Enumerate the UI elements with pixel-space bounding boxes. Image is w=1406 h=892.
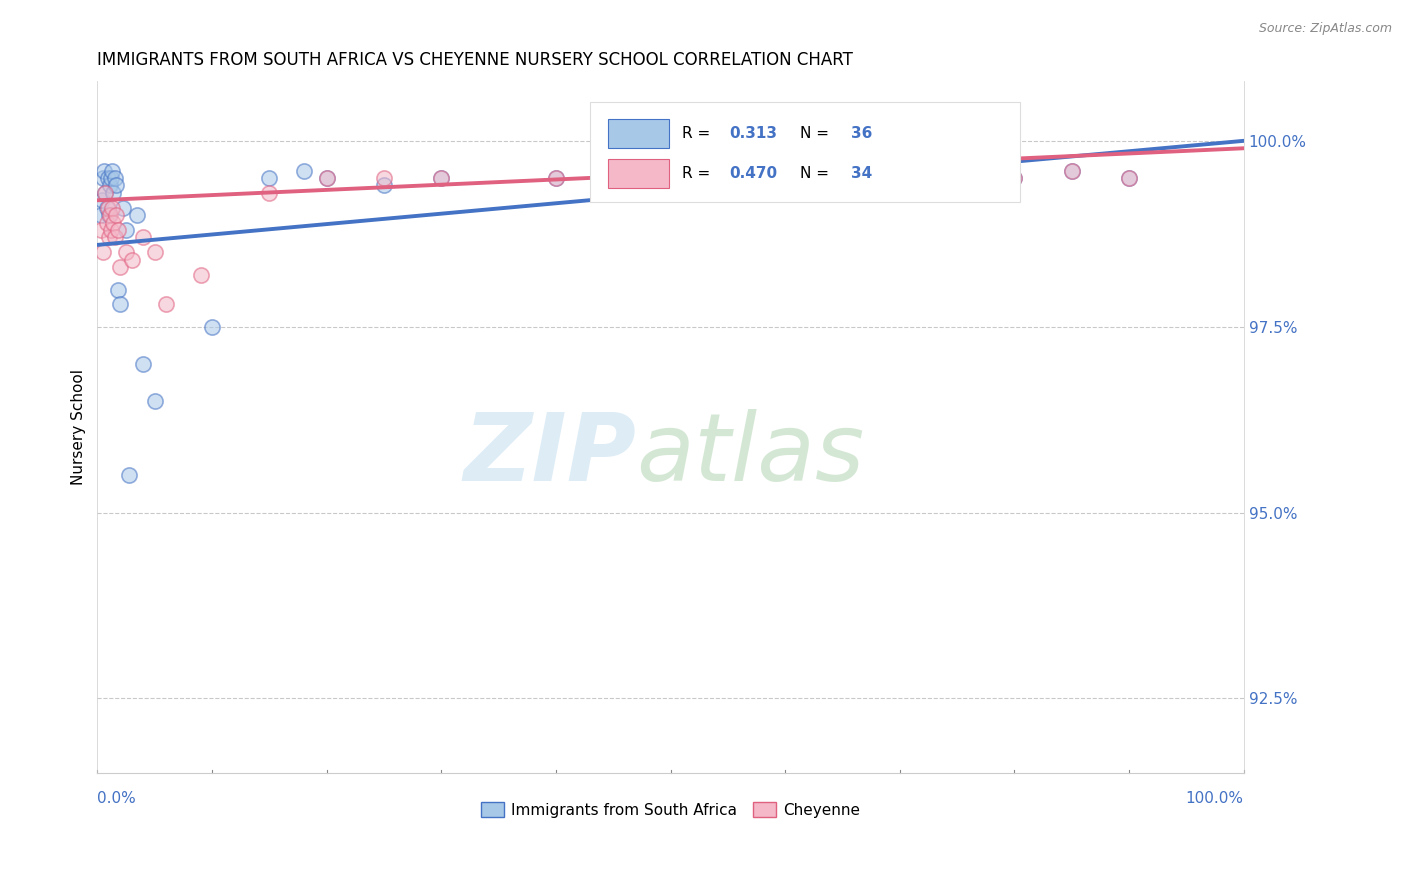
FancyBboxPatch shape xyxy=(607,120,669,148)
Point xyxy=(373,178,395,193)
Point xyxy=(107,283,129,297)
Point xyxy=(97,171,120,186)
Point xyxy=(115,223,138,237)
Text: 0.313: 0.313 xyxy=(730,127,778,142)
Point xyxy=(259,171,281,186)
Point xyxy=(103,171,125,186)
Point xyxy=(103,230,125,244)
FancyBboxPatch shape xyxy=(607,159,669,188)
Point xyxy=(127,208,149,222)
Point xyxy=(315,171,337,186)
Point xyxy=(544,171,567,186)
Text: atlas: atlas xyxy=(636,409,865,500)
Point xyxy=(143,394,166,409)
Point xyxy=(889,171,911,186)
Point xyxy=(132,230,155,244)
Point xyxy=(659,171,682,186)
Point xyxy=(110,297,132,311)
Point xyxy=(111,201,134,215)
Point xyxy=(946,171,969,186)
Point xyxy=(98,208,121,222)
Point xyxy=(97,208,120,222)
Point xyxy=(190,268,212,282)
Text: 100.0%: 100.0% xyxy=(1185,791,1244,806)
Text: N =: N = xyxy=(800,127,834,142)
Point xyxy=(100,223,122,237)
Point xyxy=(831,163,853,178)
Point xyxy=(544,171,567,186)
Point xyxy=(91,194,114,208)
Text: 34: 34 xyxy=(851,166,872,181)
Point xyxy=(1118,171,1140,186)
Point xyxy=(1060,163,1083,178)
Point xyxy=(259,186,281,200)
Point xyxy=(773,163,796,178)
Point xyxy=(97,230,120,244)
Point xyxy=(100,171,122,186)
Text: N =: N = xyxy=(800,166,834,181)
Point xyxy=(315,171,337,186)
Y-axis label: Nursery School: Nursery School xyxy=(72,369,86,485)
Point xyxy=(889,171,911,186)
Point xyxy=(96,216,118,230)
Text: R =: R = xyxy=(682,127,716,142)
Point xyxy=(1004,171,1026,186)
Point xyxy=(155,297,177,311)
Point xyxy=(430,171,453,186)
Text: Source: ZipAtlas.com: Source: ZipAtlas.com xyxy=(1258,22,1392,36)
Point xyxy=(1118,171,1140,186)
Point xyxy=(1060,163,1083,178)
Point xyxy=(104,178,127,193)
Point xyxy=(97,201,120,215)
Text: 0.470: 0.470 xyxy=(730,166,778,181)
Point xyxy=(101,163,124,178)
Point xyxy=(103,186,125,200)
Legend: Immigrants from South Africa, Cheyenne: Immigrants from South Africa, Cheyenne xyxy=(475,796,866,824)
Point xyxy=(94,186,117,200)
Point xyxy=(93,163,115,178)
Point xyxy=(143,245,166,260)
Point xyxy=(101,201,124,215)
Point xyxy=(373,171,395,186)
Point xyxy=(94,186,117,200)
Point xyxy=(96,201,118,215)
Text: R =: R = xyxy=(682,166,716,181)
Text: IMMIGRANTS FROM SOUTH AFRICA VS CHEYENNE NURSERY SCHOOL CORRELATION CHART: IMMIGRANTS FROM SOUTH AFRICA VS CHEYENNE… xyxy=(97,51,853,69)
Text: 0.0%: 0.0% xyxy=(97,791,136,806)
Point xyxy=(90,208,112,222)
Point xyxy=(98,178,121,193)
Point xyxy=(1004,171,1026,186)
Point xyxy=(773,171,796,186)
Point xyxy=(430,171,453,186)
Point xyxy=(103,216,125,230)
Point xyxy=(132,357,155,371)
Point xyxy=(121,252,143,267)
Point xyxy=(91,171,114,186)
Point xyxy=(717,171,740,186)
Point xyxy=(107,223,129,237)
Point xyxy=(91,245,114,260)
Point xyxy=(90,223,112,237)
Text: ZIP: ZIP xyxy=(464,409,636,500)
Point xyxy=(292,163,315,178)
Text: 36: 36 xyxy=(851,127,872,142)
Point xyxy=(201,319,224,334)
Point xyxy=(115,245,138,260)
Point xyxy=(946,163,969,178)
FancyBboxPatch shape xyxy=(591,102,1021,202)
Point xyxy=(104,208,127,222)
Point xyxy=(659,171,682,186)
Point xyxy=(118,468,141,483)
Point xyxy=(110,260,132,275)
